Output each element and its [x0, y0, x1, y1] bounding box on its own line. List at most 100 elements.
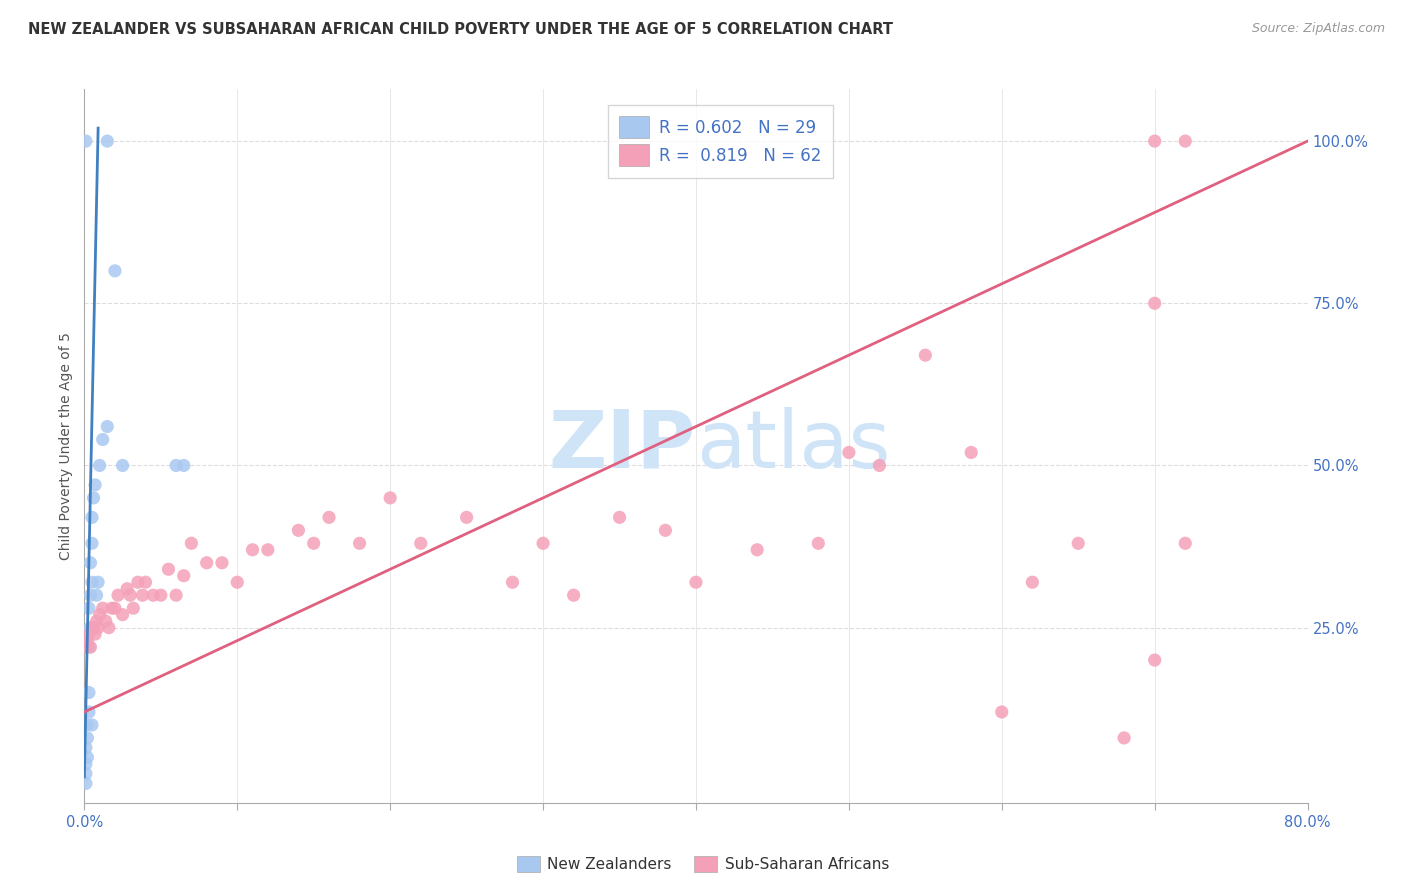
Point — [287, 524, 309, 538]
Point — [75, 756, 97, 771]
Point — [80, 621, 103, 635]
Point — [173, 458, 195, 473]
Text: atlas: atlas — [696, 407, 890, 485]
Point — [77, 627, 100, 641]
Point — [77, 601, 100, 615]
Point — [685, 575, 707, 590]
Point — [79, 556, 101, 570]
Point — [211, 556, 233, 570]
Text: Source: ZipAtlas.com: Source: ZipAtlas.com — [1251, 22, 1385, 36]
Point — [83, 491, 105, 505]
Point — [242, 542, 264, 557]
Y-axis label: Child Poverty Under the Age of 5: Child Poverty Under the Age of 5 — [59, 332, 73, 560]
Point — [79, 621, 101, 635]
Point — [531, 536, 554, 550]
Point — [654, 524, 676, 538]
Point — [75, 776, 97, 790]
Point — [1174, 536, 1197, 550]
Point — [79, 588, 101, 602]
Point — [91, 433, 114, 447]
Legend: R = 0.602   N = 29, R =  0.819   N = 62: R = 0.602 N = 29, R = 0.819 N = 62 — [607, 104, 834, 178]
Text: NEW ZEALANDER VS SUBSAHARAN AFRICAN CHILD POVERTY UNDER THE AGE OF 5 CORRELATION: NEW ZEALANDER VS SUBSAHARAN AFRICAN CHIL… — [28, 22, 893, 37]
Point — [562, 588, 585, 602]
Point — [142, 588, 165, 602]
Point — [747, 542, 769, 557]
Point — [75, 640, 97, 654]
Point — [80, 575, 103, 590]
Point — [97, 621, 120, 635]
Point — [80, 718, 103, 732]
Point — [122, 601, 145, 615]
Point — [1143, 653, 1166, 667]
Point — [77, 640, 100, 654]
Point — [96, 134, 118, 148]
Point — [807, 536, 830, 550]
Point — [75, 766, 97, 780]
Point — [76, 750, 98, 764]
Point — [1067, 536, 1090, 550]
Point — [111, 607, 134, 622]
Point — [1174, 134, 1197, 148]
Point — [77, 705, 100, 719]
Point — [135, 575, 157, 590]
Point — [104, 264, 127, 278]
Point — [115, 582, 138, 596]
Point — [914, 348, 936, 362]
Point — [157, 562, 180, 576]
Point — [380, 491, 402, 505]
Point — [104, 601, 127, 615]
Point — [76, 731, 98, 745]
Point — [1143, 134, 1166, 148]
Point — [302, 536, 325, 550]
Point — [75, 740, 97, 755]
Point — [84, 627, 107, 641]
Point — [80, 510, 103, 524]
Point — [76, 718, 98, 732]
Point — [318, 510, 340, 524]
Point — [89, 458, 111, 473]
Point — [76, 633, 98, 648]
Text: ZIP: ZIP — [548, 407, 696, 485]
Point — [195, 556, 218, 570]
Point — [257, 542, 280, 557]
Point — [83, 621, 105, 635]
Point — [131, 588, 153, 602]
Point — [87, 575, 110, 590]
Point — [1114, 731, 1136, 745]
Point — [77, 685, 100, 699]
Point — [111, 458, 134, 473]
Point — [80, 536, 103, 550]
Point — [107, 588, 129, 602]
Point — [456, 510, 478, 524]
Point — [86, 614, 108, 628]
Point — [94, 614, 117, 628]
Point — [409, 536, 432, 550]
Legend: New Zealanders, Sub-Saharan Africans: New Zealanders, Sub-Saharan Africans — [509, 848, 897, 880]
Point — [96, 419, 118, 434]
Point — [84, 478, 107, 492]
Point — [120, 588, 142, 602]
Point — [226, 575, 249, 590]
Point — [86, 588, 108, 602]
Point — [991, 705, 1014, 719]
Point — [87, 621, 110, 635]
Point — [149, 588, 172, 602]
Point — [79, 640, 101, 654]
Point — [502, 575, 524, 590]
Point — [165, 588, 187, 602]
Point — [173, 568, 195, 582]
Point — [165, 458, 187, 473]
Point — [101, 601, 124, 615]
Point — [180, 536, 202, 550]
Point — [89, 607, 111, 622]
Point — [960, 445, 983, 459]
Point — [869, 458, 891, 473]
Point — [127, 575, 149, 590]
Point — [91, 601, 114, 615]
Point — [75, 134, 97, 148]
Point — [838, 445, 860, 459]
Point — [1143, 296, 1166, 310]
Point — [1021, 575, 1043, 590]
Point — [609, 510, 631, 524]
Point — [349, 536, 371, 550]
